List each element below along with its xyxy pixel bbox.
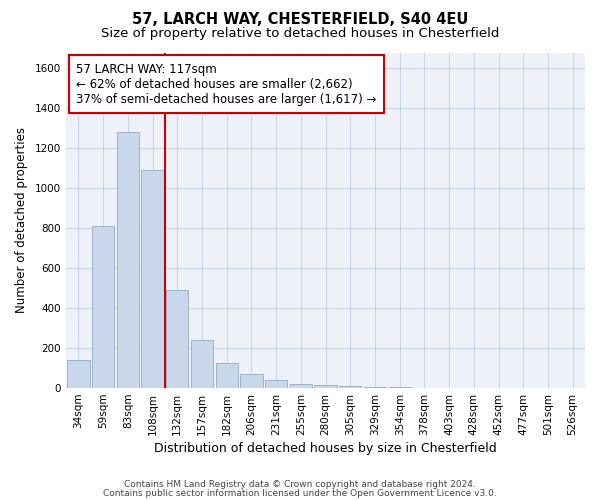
Bar [339, 386, 361, 388]
Bar [265, 380, 287, 388]
Text: 57, LARCH WAY, CHESTERFIELD, S40 4EU: 57, LARCH WAY, CHESTERFIELD, S40 4EU [132, 12, 468, 28]
Text: 57 LARCH WAY: 117sqm
← 62% of detached houses are smaller (2,662)
37% of semi-de: 57 LARCH WAY: 117sqm ← 62% of detached h… [76, 62, 377, 106]
Bar [166, 290, 188, 388]
Bar [117, 132, 139, 388]
Bar [92, 226, 114, 388]
Bar [314, 385, 337, 388]
X-axis label: Distribution of detached houses by size in Chesterfield: Distribution of detached houses by size … [154, 442, 497, 455]
Text: Size of property relative to detached houses in Chesterfield: Size of property relative to detached ho… [101, 28, 499, 40]
Bar [67, 360, 89, 388]
Bar [191, 340, 213, 388]
Bar [215, 363, 238, 388]
Text: Contains HM Land Registry data © Crown copyright and database right 2024.: Contains HM Land Registry data © Crown c… [124, 480, 476, 489]
Bar [364, 387, 386, 388]
Bar [142, 170, 164, 388]
Text: Contains public sector information licensed under the Open Government Licence v3: Contains public sector information licen… [103, 488, 497, 498]
Bar [290, 384, 312, 388]
Bar [240, 374, 263, 388]
Y-axis label: Number of detached properties: Number of detached properties [15, 128, 28, 314]
